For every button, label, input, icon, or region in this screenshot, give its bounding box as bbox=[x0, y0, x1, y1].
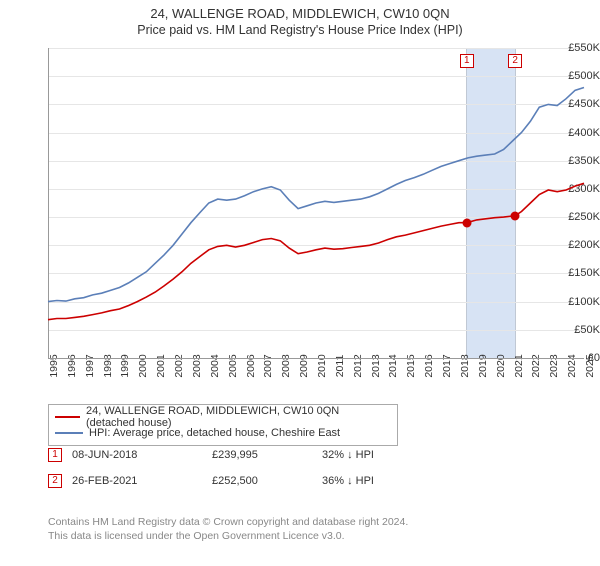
legend-label: HPI: Average price, detached house, Ches… bbox=[89, 427, 340, 439]
transaction-row: 2 26-FEB-2021£252,50036% ↓ HPI bbox=[48, 474, 442, 488]
sale-flag: 2 bbox=[508, 54, 522, 68]
transaction-date: 08-JUN-2018 bbox=[72, 449, 212, 461]
transaction-price: £252,500 bbox=[212, 475, 322, 487]
sale-point-marker bbox=[462, 218, 471, 227]
transaction-row: 1 08-JUN-2018£239,99532% ↓ HPI bbox=[48, 448, 442, 462]
sale-point-marker bbox=[511, 211, 520, 220]
footer-line-2: This data is licensed under the Open Gov… bbox=[48, 530, 408, 544]
legend-item: 24, WALLENGE ROAD, MIDDLEWICH, CW10 0QN … bbox=[55, 409, 391, 425]
sale-flag: 1 bbox=[460, 54, 474, 68]
legend-swatch bbox=[55, 432, 83, 434]
transaction-delta: 32% ↓ HPI bbox=[322, 449, 442, 461]
legend: 24, WALLENGE ROAD, MIDDLEWICH, CW10 0QN … bbox=[48, 404, 398, 446]
series-line bbox=[48, 88, 584, 302]
chart-container: 24, WALLENGE ROAD, MIDDLEWICH, CW10 0QN … bbox=[0, 6, 600, 566]
transaction-delta: 36% ↓ HPI bbox=[322, 475, 442, 487]
legend-label: 24, WALLENGE ROAD, MIDDLEWICH, CW10 0QN … bbox=[86, 405, 391, 429]
legend-swatch bbox=[55, 416, 80, 418]
transaction-price: £239,995 bbox=[212, 449, 322, 461]
transaction-marker: 2 bbox=[48, 474, 62, 488]
transaction-date: 26-FEB-2021 bbox=[72, 475, 212, 487]
footer-line-1: Contains HM Land Registry data © Crown c… bbox=[48, 516, 408, 530]
footer-attribution: Contains HM Land Registry data © Crown c… bbox=[48, 516, 408, 543]
transaction-marker: 1 bbox=[48, 448, 62, 462]
